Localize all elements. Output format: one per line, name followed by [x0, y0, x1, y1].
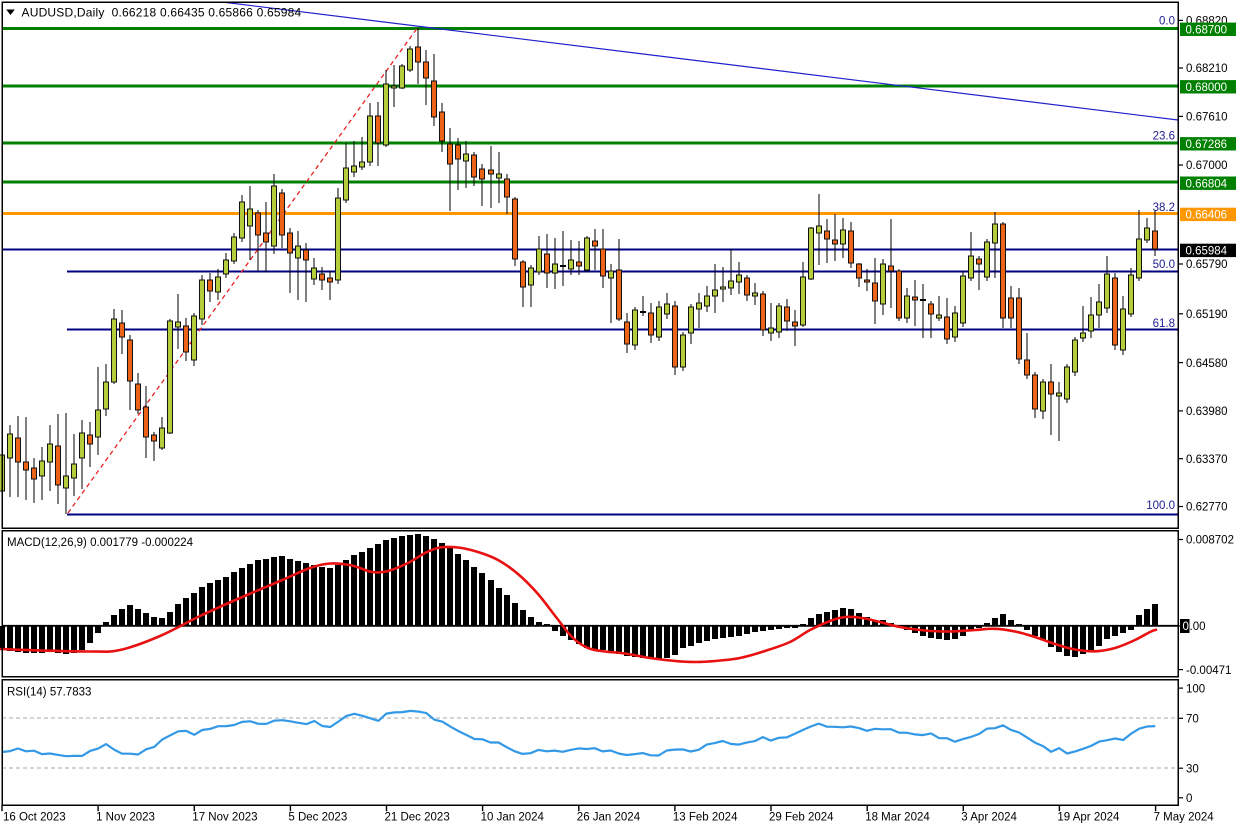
svg-text:0.68210: 0.68210: [1186, 63, 1228, 75]
svg-text:16 Oct 2023: 16 Oct 2023: [3, 812, 66, 824]
svg-text:0.008702: 0.008702: [1186, 535, 1234, 547]
svg-text:0.67286: 0.67286: [1186, 139, 1228, 151]
svg-text:13 Feb 2024: 13 Feb 2024: [673, 812, 738, 824]
svg-text:5 Dec 2023: 5 Dec 2023: [288, 812, 347, 824]
svg-text:19 Apr 2024: 19 Apr 2024: [1057, 812, 1120, 824]
svg-text:.00: .00: [1190, 621, 1206, 633]
svg-text:1 Nov 2023: 1 Nov 2023: [96, 812, 155, 824]
svg-text:0: 0: [1183, 621, 1189, 633]
svg-text:MACD(12,26,9) 0.001779 -0.0002: MACD(12,26,9) 0.001779 -0.000224: [7, 537, 194, 549]
svg-text:0.0: 0.0: [1159, 16, 1175, 28]
svg-text:0.66804: 0.66804: [1186, 178, 1228, 190]
svg-text:7 May 2024: 7 May 2024: [1154, 812, 1215, 824]
svg-text:0.63370: 0.63370: [1186, 454, 1228, 466]
svg-text:-0.00471: -0.00471: [1186, 665, 1231, 677]
svg-text:23.6: 23.6: [1153, 131, 1175, 143]
svg-text:30: 30: [1186, 763, 1199, 775]
svg-text:100: 100: [1186, 683, 1205, 695]
svg-text:0.63980: 0.63980: [1186, 406, 1228, 418]
svg-text:0.62770: 0.62770: [1186, 502, 1228, 514]
svg-text:0.67000: 0.67000: [1186, 160, 1228, 172]
svg-text:0.65984: 0.65984: [1186, 246, 1228, 258]
svg-text:3 Apr 2024: 3 Apr 2024: [961, 812, 1017, 824]
svg-text:18 Mar 2024: 18 Mar 2024: [865, 812, 930, 824]
svg-text:70: 70: [1186, 714, 1199, 726]
svg-text:0.65790: 0.65790: [1186, 259, 1228, 271]
svg-text:RSI(14) 57.7833: RSI(14) 57.7833: [7, 687, 91, 699]
svg-text:0.65190: 0.65190: [1186, 309, 1228, 321]
svg-text:0: 0: [1186, 793, 1192, 805]
svg-text:50.0: 50.0: [1153, 259, 1175, 271]
svg-text:0.68700: 0.68700: [1186, 25, 1228, 37]
svg-text:61.8: 61.8: [1153, 318, 1175, 330]
svg-text:38.2: 38.2: [1153, 202, 1175, 214]
svg-text:0.66406: 0.66406: [1186, 210, 1228, 222]
svg-text:0.67610: 0.67610: [1186, 112, 1228, 124]
svg-text:0.64580: 0.64580: [1186, 358, 1228, 370]
svg-text:29 Feb 2024: 29 Feb 2024: [769, 812, 834, 824]
svg-text:100.0: 100.0: [1146, 500, 1175, 512]
svg-text:26 Jan 2024: 26 Jan 2024: [577, 812, 641, 824]
svg-text:AUDUSD,Daily 0.66218 0.66435: AUDUSD,Daily 0.66218 0.66435 0.65866 0.6…: [22, 6, 302, 20]
svg-text:0.68000: 0.68000: [1186, 82, 1228, 94]
svg-text:17 Nov 2023: 17 Nov 2023: [192, 812, 257, 824]
svg-text:10 Jan 2024: 10 Jan 2024: [481, 812, 545, 824]
svg-text:21 Dec 2023: 21 Dec 2023: [385, 812, 450, 824]
